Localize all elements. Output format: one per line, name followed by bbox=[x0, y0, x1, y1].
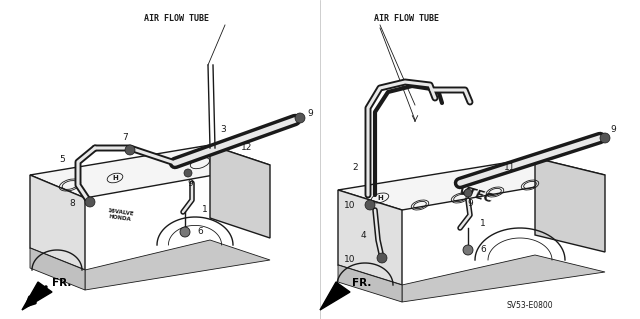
Text: 4: 4 bbox=[360, 231, 366, 240]
Text: 10: 10 bbox=[344, 201, 356, 210]
Text: 7: 7 bbox=[122, 133, 128, 143]
Circle shape bbox=[125, 145, 135, 155]
Text: H: H bbox=[377, 195, 383, 201]
Text: 9: 9 bbox=[467, 199, 473, 209]
Text: VTEC: VTEC bbox=[456, 184, 494, 206]
Text: FR.: FR. bbox=[352, 278, 371, 288]
Polygon shape bbox=[320, 282, 350, 310]
Text: 12: 12 bbox=[241, 144, 253, 152]
Polygon shape bbox=[535, 158, 605, 252]
Text: 16VALVE
HONDA: 16VALVE HONDA bbox=[106, 208, 134, 222]
Text: 9: 9 bbox=[187, 179, 193, 188]
Text: 5: 5 bbox=[59, 155, 65, 165]
Text: 8: 8 bbox=[69, 198, 75, 207]
Text: SV53-E0800: SV53-E0800 bbox=[507, 301, 554, 310]
Circle shape bbox=[295, 113, 305, 123]
Polygon shape bbox=[210, 145, 270, 238]
Circle shape bbox=[377, 253, 387, 263]
Polygon shape bbox=[338, 190, 402, 285]
Text: 1: 1 bbox=[202, 205, 208, 214]
Text: 9: 9 bbox=[307, 108, 313, 117]
Text: 6: 6 bbox=[480, 246, 486, 255]
Polygon shape bbox=[85, 240, 270, 290]
Text: 3: 3 bbox=[220, 125, 226, 135]
Polygon shape bbox=[30, 145, 270, 198]
Text: 1: 1 bbox=[480, 219, 486, 228]
Circle shape bbox=[600, 133, 610, 143]
Polygon shape bbox=[338, 158, 605, 210]
Circle shape bbox=[463, 245, 473, 255]
Text: 2: 2 bbox=[352, 164, 358, 173]
Polygon shape bbox=[402, 255, 605, 302]
Text: 11: 11 bbox=[504, 162, 516, 172]
Text: 10: 10 bbox=[344, 256, 356, 264]
Text: FR.: FR. bbox=[52, 278, 72, 288]
Text: AIR FLOW TUBE: AIR FLOW TUBE bbox=[374, 14, 440, 23]
Text: 6: 6 bbox=[197, 227, 203, 236]
Polygon shape bbox=[30, 248, 85, 290]
Circle shape bbox=[180, 227, 190, 237]
Text: AIR FLOW TUBE: AIR FLOW TUBE bbox=[143, 14, 209, 23]
Polygon shape bbox=[22, 282, 52, 310]
Circle shape bbox=[365, 200, 375, 210]
Polygon shape bbox=[30, 175, 85, 270]
Circle shape bbox=[464, 189, 472, 197]
Circle shape bbox=[85, 197, 95, 207]
Circle shape bbox=[184, 169, 192, 177]
Text: H: H bbox=[112, 175, 118, 181]
Polygon shape bbox=[338, 265, 402, 302]
Text: 9: 9 bbox=[610, 125, 616, 135]
